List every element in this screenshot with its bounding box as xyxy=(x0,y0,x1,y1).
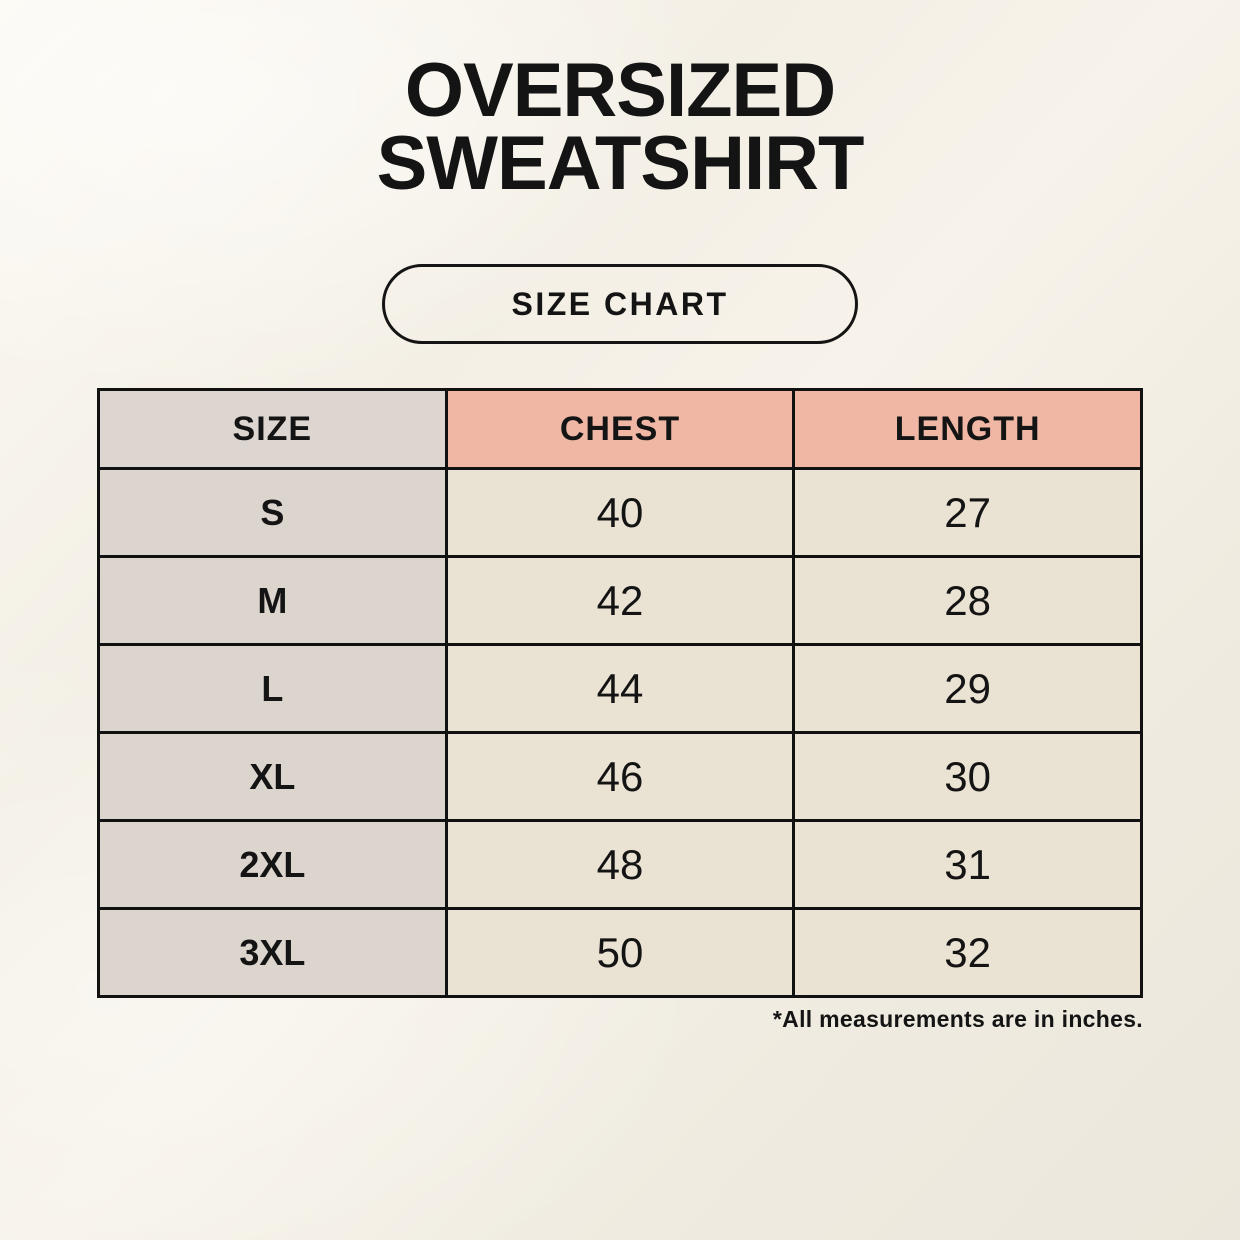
table-row: S 40 27 xyxy=(97,467,1143,558)
table-row: L 44 29 xyxy=(97,643,1143,734)
length-cell: 29 xyxy=(792,643,1143,734)
length-cell: 28 xyxy=(792,555,1143,646)
table-row: 2XL 48 31 xyxy=(97,819,1143,910)
size-table-header: SIZE CHEST LENGTH xyxy=(97,388,1143,470)
page-title-line1: OVERSIZED xyxy=(404,48,836,133)
page-title-line2: SWEATSHIRT xyxy=(376,121,865,206)
size-cell: XL xyxy=(97,731,448,822)
table-row: M 42 28 xyxy=(97,555,1143,646)
size-table: SIZE CHEST LENGTH S 40 27 M 42 28 L 44 29 XL 46 30 2… xyxy=(97,388,1143,998)
chest-cell: 44 xyxy=(444,643,796,734)
size-cell: 3XL xyxy=(97,907,448,998)
size-cell: L xyxy=(97,643,448,734)
length-cell: 31 xyxy=(792,819,1143,910)
size-cell: M xyxy=(97,555,448,646)
chest-cell: 40 xyxy=(444,467,796,558)
chest-cell: 48 xyxy=(444,819,796,910)
header-row: SIZE CHEST LENGTH xyxy=(97,388,1143,470)
size-chart-badge-label: SIZE CHART xyxy=(511,285,729,322)
size-cell: S xyxy=(97,467,448,558)
measurement-units-note: *All measurements are in inches. xyxy=(772,1006,1143,1032)
column-header-chest: CHEST xyxy=(444,388,796,470)
chest-cell: 46 xyxy=(444,731,796,822)
chest-cell: 50 xyxy=(444,907,796,998)
table-row: 3XL 50 32 xyxy=(97,907,1143,998)
table-row: XL 46 30 xyxy=(97,731,1143,822)
column-header-length: LENGTH xyxy=(792,388,1143,470)
chest-cell: 42 xyxy=(444,555,796,646)
size-cell: 2XL xyxy=(97,819,448,910)
length-cell: 30 xyxy=(792,731,1143,822)
length-cell: 27 xyxy=(792,467,1143,558)
column-header-size: SIZE xyxy=(97,388,448,470)
size-chart-badge: SIZE CHART xyxy=(382,264,858,344)
length-cell: 32 xyxy=(792,907,1143,998)
size-table-body: S 40 27 M 42 28 L 44 29 XL 46 30 2XL 48 31 3XL 50 32 xyxy=(97,467,1143,998)
page-title: OVERSIZED SWEATSHIRT xyxy=(0,48,1240,206)
